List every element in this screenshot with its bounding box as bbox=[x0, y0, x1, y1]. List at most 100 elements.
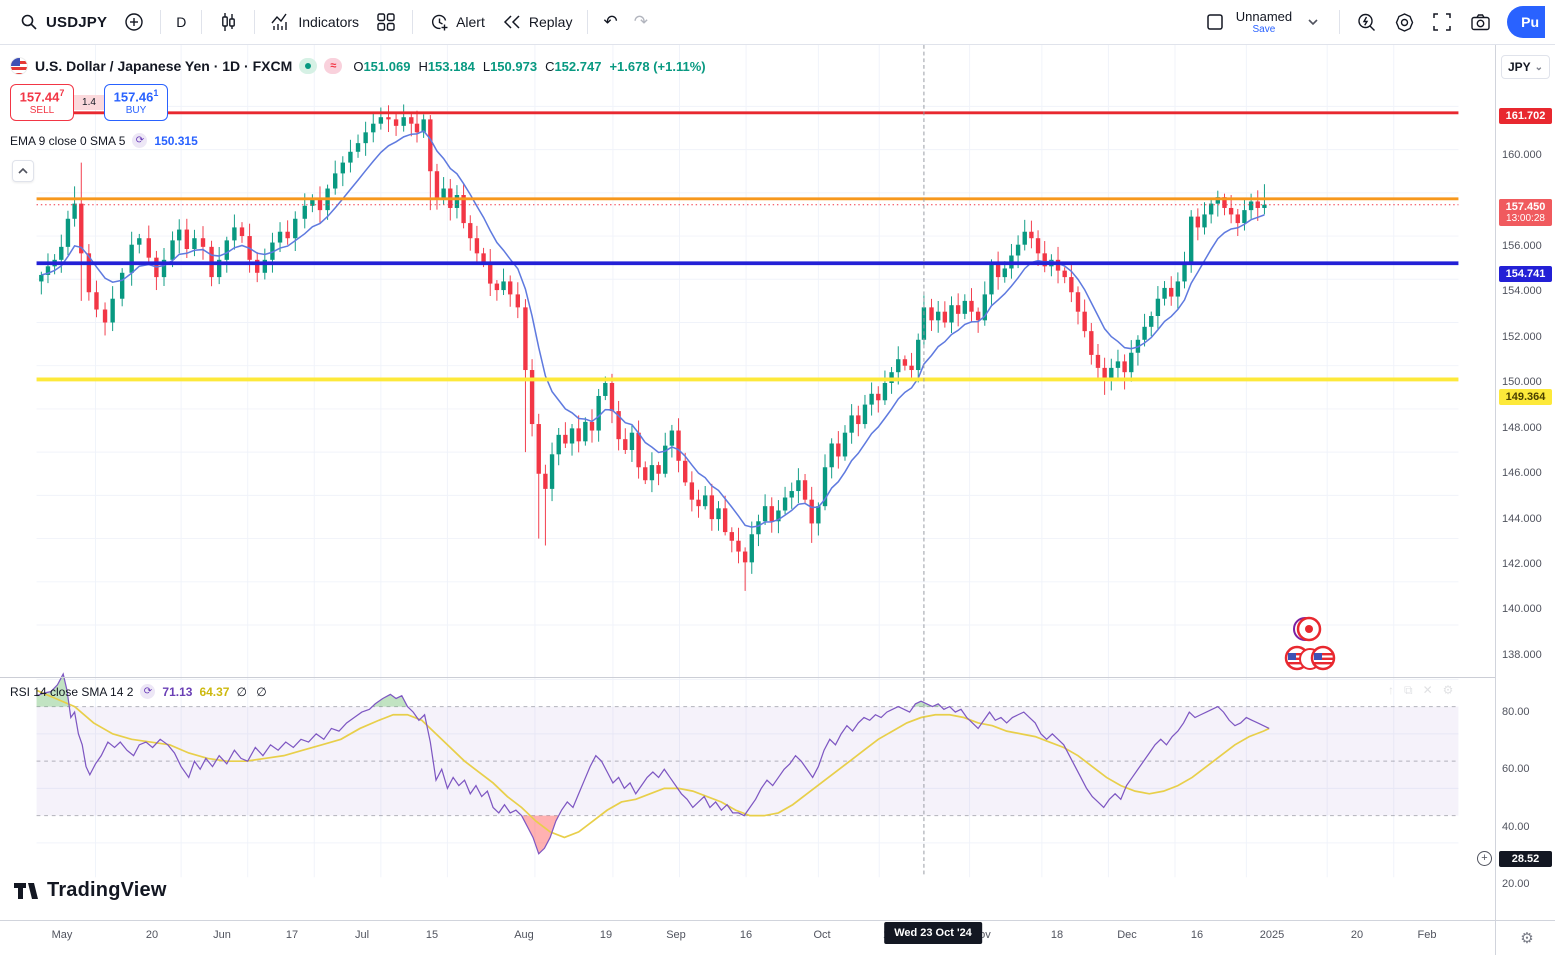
save-link[interactable]: Save bbox=[1252, 23, 1276, 35]
redo-button[interactable]: ↷ bbox=[626, 7, 656, 37]
time-tick-label: 20 bbox=[145, 929, 159, 941]
undo-icon: ↶ bbox=[603, 12, 618, 31]
chart-style-button[interactable] bbox=[209, 6, 247, 38]
publish-button[interactable]: Pu bbox=[1507, 6, 1545, 38]
ema-value: 150.315 bbox=[154, 133, 198, 148]
change-value: +1.678 (+1.11%) bbox=[609, 58, 706, 74]
layout-name-label: Unnamed bbox=[1235, 8, 1293, 24]
chevron-down-icon bbox=[1302, 11, 1324, 33]
price-tick-label: 146.000 bbox=[1502, 467, 1542, 480]
toolbar-separator bbox=[201, 10, 203, 34]
spread-value: 1.4 bbox=[72, 95, 106, 111]
indicators-label: Indicators bbox=[298, 14, 360, 30]
time-tick-label: May bbox=[51, 929, 73, 941]
rsi-pane-controls[interactable]: ↑ ⧉ ✕ ⚙ bbox=[1388, 683, 1453, 698]
snapshot-button[interactable] bbox=[1461, 6, 1499, 38]
replay-icon bbox=[501, 11, 523, 33]
settings-button[interactable] bbox=[1385, 6, 1423, 38]
quick-search-button[interactable] bbox=[1347, 6, 1385, 38]
collapse-pane-button[interactable] bbox=[12, 160, 34, 182]
indicators-icon bbox=[270, 11, 292, 33]
price-tick-label: 160.000 bbox=[1502, 149, 1542, 161]
chart-legend: U.S. Dollar / Japanese Yen · 1D · FXCM ≈… bbox=[10, 57, 706, 149]
fullscreen-button[interactable] bbox=[1423, 6, 1461, 38]
pane-control-icon[interactable]: ↑ bbox=[1388, 683, 1394, 697]
symbol-title[interactable]: U.S. Dollar / Japanese Yen · 1D · FXCM bbox=[35, 58, 293, 74]
price-level-badge[interactable]: 157.450 13:00:28 bbox=[1499, 198, 1552, 226]
sell-button[interactable]: 157.447 SELL bbox=[10, 84, 74, 122]
toolbar-separator bbox=[1339, 10, 1341, 34]
layout-name-control[interactable]: Unnamed Save bbox=[1236, 10, 1292, 35]
rsi-legend-text: RSI 14 close SMA 14 2 bbox=[10, 684, 134, 699]
chart-stickers[interactable] bbox=[1283, 613, 1338, 680]
rsi-crosshair-badge: 28.52 bbox=[1499, 851, 1552, 868]
time-tick-label: Sep bbox=[666, 929, 686, 941]
price-tick-label: 156.000 bbox=[1502, 239, 1542, 252]
rsi-legend[interactable]: RSI 14 close SMA 14 2 ⟳ 71.13 64.37 ∅ ∅ bbox=[10, 684, 270, 699]
replay-label: Replay bbox=[528, 14, 573, 30]
market-status-pill[interactable] bbox=[299, 58, 318, 74]
refresh-icon[interactable]: ⟳ bbox=[140, 684, 156, 699]
chevron-up-icon bbox=[18, 167, 28, 174]
add-alert-plus-icon[interactable]: + bbox=[1477, 851, 1492, 867]
compare-add-button[interactable] bbox=[115, 6, 153, 38]
price-tick-label: 142.000 bbox=[1502, 557, 1542, 570]
pane-control-icon[interactable]: ⚙ bbox=[1442, 683, 1454, 697]
currency-selector[interactable]: JPY ⌄ bbox=[1501, 55, 1550, 79]
camera-icon bbox=[1469, 11, 1491, 33]
layout-grid-button[interactable] bbox=[367, 6, 405, 38]
undo-button[interactable]: ↶ bbox=[595, 7, 625, 37]
time-tick-label: 16 bbox=[739, 929, 753, 941]
refresh-icon[interactable]: ⟳ bbox=[132, 133, 148, 149]
price-tick-label: 154.000 bbox=[1502, 285, 1542, 298]
alert-button[interactable]: Alert bbox=[420, 6, 493, 38]
timeframe-label: D bbox=[176, 14, 187, 30]
target-sticker-icon bbox=[1293, 616, 1322, 642]
time-tick-label: 15 bbox=[425, 929, 439, 941]
watchlist-checkbox-button[interactable] bbox=[1196, 6, 1234, 38]
toolbar-separator bbox=[254, 10, 256, 34]
layout-chevron-button[interactable] bbox=[1294, 6, 1332, 38]
toolbar-separator bbox=[412, 10, 414, 34]
replay-button[interactable]: Replay bbox=[493, 6, 581, 38]
time-tick-label: Dec bbox=[1117, 929, 1137, 941]
price-level-badge[interactable]: 161.702 bbox=[1499, 108, 1552, 125]
approx-icon: ≈ bbox=[330, 60, 337, 72]
gear-icon bbox=[1393, 11, 1415, 33]
delayed-data-pill[interactable]: ≈ bbox=[324, 58, 343, 74]
square-checkbox-icon bbox=[1204, 11, 1226, 33]
symbol-search-button[interactable]: USDJPY bbox=[10, 6, 115, 38]
rsi-extra-values: ∅ ∅ bbox=[236, 684, 270, 699]
timeframe-button[interactable]: D bbox=[168, 9, 194, 35]
market-open-dot-icon bbox=[305, 63, 312, 69]
price-tick-label: 144.000 bbox=[1502, 512, 1542, 525]
redo-icon: ↷ bbox=[633, 12, 648, 31]
tradingview-logo[interactable]: TradingView bbox=[14, 879, 167, 902]
rsi-tick-label: 80.00 bbox=[1502, 706, 1530, 718]
pane-control-icon[interactable]: ✕ bbox=[1422, 683, 1433, 697]
gear-icon: ⚙ bbox=[1520, 930, 1534, 947]
crosshair-date-tooltip: Wed 23 Oct '24 bbox=[884, 922, 982, 944]
symbol-flag-icon bbox=[10, 57, 28, 75]
grid-layout-icon bbox=[375, 11, 397, 33]
rsi-tick-label: 40.00 bbox=[1502, 820, 1530, 833]
chevron-down-icon: ⌄ bbox=[1534, 61, 1544, 73]
price-tick-label: 150.000 bbox=[1502, 376, 1542, 389]
chart-canvas[interactable] bbox=[0, 45, 1495, 920]
time-tick-label: 16 bbox=[1190, 929, 1204, 941]
pane-control-icon[interactable]: ⧉ bbox=[1404, 683, 1413, 697]
price-scale[interactable]: JPY ⌄ 138.000 140.000 142.000 144.000 146.00… bbox=[1496, 45, 1555, 920]
time-axis-settings-gear[interactable]: ⚙ bbox=[1516, 927, 1538, 949]
us-flag-sticker-icon bbox=[1310, 645, 1336, 671]
time-axis[interactable]: May20Jun17Jul15Aug19Sep16Oct1Nov18Dec162… bbox=[0, 921, 1495, 955]
indicators-button[interactable]: Indicators bbox=[262, 6, 367, 38]
pane-separator[interactable] bbox=[0, 677, 1495, 678]
price-level-badge[interactable]: 149.364 bbox=[1499, 388, 1552, 405]
buy-button[interactable]: 157.461 BUY bbox=[104, 84, 168, 122]
order-panel: 157.447 SELL 1.4 157.461 BUY bbox=[10, 84, 706, 122]
tradingview-mark-icon bbox=[14, 882, 38, 899]
price-level-badge[interactable]: 154.741 bbox=[1499, 266, 1552, 283]
time-tick-label: 18 bbox=[1050, 929, 1064, 941]
ema-legend[interactable]: EMA 9 close 0 SMA 5 ⟳ 150.315 bbox=[10, 133, 706, 149]
